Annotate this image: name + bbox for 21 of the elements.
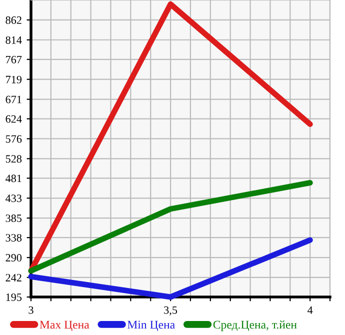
legend-label: Max Цена <box>40 320 90 332</box>
y-tick-label: 195 <box>6 293 22 301</box>
x-tick-label: 4 <box>308 306 313 314</box>
y-tick-label: 528 <box>6 155 22 163</box>
y-tick-label: 338 <box>6 234 22 242</box>
y-tick-label: 433 <box>6 194 22 202</box>
y-tick-label: 862 <box>6 16 22 24</box>
x-tick-label: 3 <box>28 306 34 314</box>
y-tick-label: 576 <box>6 135 22 143</box>
y-tick-label: 290 <box>6 254 22 262</box>
legend-label: Min Цена <box>127 320 175 332</box>
x-tick-label: 3,5 <box>164 306 178 316</box>
y-tick-label: 719 <box>6 76 22 84</box>
y-tick-label: 481 <box>6 174 22 182</box>
y-tick-label: 671 <box>6 96 22 104</box>
y-tick-label: 242 <box>6 274 22 282</box>
legend-label: Сред.Цена, т.йен <box>213 320 297 332</box>
y-tick-label: 767 <box>6 56 22 64</box>
y-tick-label: 385 <box>6 214 22 222</box>
y-tick-label: 624 <box>6 115 22 123</box>
y-tick-label: 814 <box>6 36 22 44</box>
